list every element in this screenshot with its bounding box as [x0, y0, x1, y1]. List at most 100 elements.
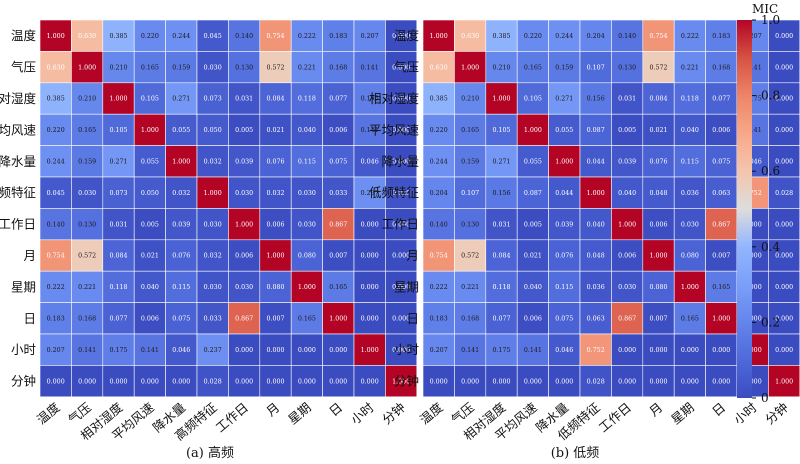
heatmap-cell [454, 82, 487, 115]
heatmap-cell-value: 0.140 [235, 33, 253, 40]
heatmap-cell-value: 0.039 [235, 159, 253, 166]
heatmap-cell-value: 0.046 [361, 159, 379, 166]
heatmap-cell-value: 0.048 [649, 190, 667, 197]
row-label: 温度 [11, 28, 37, 43]
heatmap-cell-value: 0.000 [109, 378, 127, 385]
column-label: 月 [263, 400, 282, 420]
heatmap-cell [165, 302, 198, 335]
colorbar-gradient [737, 20, 752, 398]
heatmap-cell-value: 0.156 [492, 190, 510, 197]
row-label: 工作日 [381, 217, 419, 232]
heatmap-cell-value: 0.039 [618, 159, 636, 166]
heatmap-cell-value: 0.572 [461, 253, 479, 260]
heatmap-cell-value: 0.118 [492, 284, 510, 291]
heatmap-cell-value: 0.000 [172, 378, 190, 385]
heatmap-cell-value: 0.055 [524, 159, 542, 166]
heatmap-cell-value: 0.044 [555, 190, 573, 197]
heatmap-cell-value: 0.006 [329, 127, 347, 134]
heatmap-cell [611, 239, 644, 272]
heatmap-cell [196, 145, 229, 178]
heatmap-cell-value: 0.031 [492, 221, 510, 228]
heatmap-cell-value: 0.271 [172, 96, 190, 103]
heatmap-cell-value: 0.752 [744, 190, 762, 197]
heatmap-cell-value: 0.000 [461, 378, 479, 385]
heatmap-cell-value: 0.087 [587, 127, 605, 134]
heatmap-cell [322, 333, 355, 366]
heatmap-cell [705, 239, 738, 272]
heatmap-cell-value: 0.754 [430, 253, 448, 260]
heatmap-cell-value: 0.207 [430, 347, 448, 354]
heatmap-cell [705, 208, 738, 241]
heatmap-cell-value: 0.036 [681, 190, 699, 197]
heatmap-cell-value: 0.271 [109, 159, 127, 166]
heatmap-cell-value: 1.000 [681, 284, 699, 291]
heatmap-cell-value: 0.046 [555, 347, 573, 354]
heatmap-cell-value: 0.036 [587, 284, 605, 291]
heatmap-cell-value: 0.572 [78, 253, 96, 260]
heatmap-cell-value: 0.385 [109, 33, 127, 40]
heatmap-cell-value: 0.385 [47, 96, 65, 103]
heatmap-cell-value: 0.075 [329, 159, 347, 166]
row-label: 分钟 [394, 374, 419, 389]
heatmap-cell-value: 0.141 [524, 347, 542, 354]
heatmap-cell-value: 0.030 [204, 221, 222, 228]
heatmap-cell-value: 1.000 [141, 127, 159, 134]
heatmap-cell [673, 145, 706, 178]
heatmap-cell [228, 333, 261, 366]
heatmap-cell [673, 176, 706, 209]
heatmap-cell-value: 0.210 [461, 96, 479, 103]
heatmap-cell-value: 0.159 [78, 159, 96, 166]
heatmap-cell [259, 145, 292, 178]
heatmap-cell-value: 0.105 [141, 96, 159, 103]
heatmap-cell-value: 0.115 [172, 284, 190, 291]
heatmap-cell-value: 1.000 [524, 127, 542, 134]
heatmap-cell-value: 0.000 [618, 378, 636, 385]
heatmap-cell-value: 0.040 [524, 284, 542, 291]
row-label: 小时 [11, 342, 37, 357]
heatmap-cell-value: 1.000 [329, 316, 347, 323]
heatmap-cell-value: 0.105 [492, 127, 510, 134]
heatmap-cell-value: 0.005 [618, 127, 636, 134]
heatmap-cell [259, 270, 292, 303]
row-label: 星期 [394, 279, 419, 294]
heatmap-cell [548, 208, 581, 241]
heatmap-cell [165, 239, 198, 272]
heatmap-cell [228, 239, 261, 272]
heatmap-cell-value: 0.040 [681, 127, 699, 134]
heatmap-cell [353, 239, 386, 272]
heatmap-cell [673, 113, 706, 146]
heatmap-cell [102, 270, 135, 303]
heatmap-cell-value: 0.130 [461, 221, 479, 228]
row-label: 平均风速 [369, 122, 420, 137]
heatmap-cell-value: 0.000 [392, 96, 410, 103]
heatmap-cell [71, 333, 104, 366]
heatmap-cell [71, 365, 104, 398]
heatmap-cell-value: 0.039 [172, 221, 190, 228]
heatmap-cell-value: 0.105 [109, 127, 127, 134]
colorbar-tick-label: 0.2 [761, 315, 780, 329]
heatmap-cell-value: 0.000 [141, 378, 159, 385]
heatmap-cell-value: 0.005 [141, 221, 159, 228]
heatmap-cell-value: 0.080 [681, 253, 699, 260]
heatmap-cell-value: 0.168 [712, 64, 730, 71]
heatmap-cell [165, 51, 198, 84]
heatmap-cell-value: 0.130 [78, 221, 96, 228]
heatmap-cell-value: 0.040 [618, 190, 636, 197]
heatmap-cell [102, 145, 135, 178]
heatmap-cell-value: 0.000 [555, 378, 573, 385]
row-label: 星期 [11, 279, 36, 294]
colorbar-ticks: 0 0.2 0.4 0.6 0.8 1.0 [752, 13, 780, 405]
heatmap-cell [39, 365, 72, 398]
heatmap-cell-value: 0.168 [461, 316, 479, 323]
heatmap-cell-value: 0.000 [744, 378, 762, 385]
heatmap-cell [39, 270, 72, 303]
heatmap-cell [485, 176, 518, 209]
heatmap-cell-value: 0.032 [172, 190, 190, 197]
heatmap-cell [228, 208, 261, 241]
heatmap-cell-value: 0.867 [329, 221, 347, 228]
heatmap-cell-value: 0.156 [587, 96, 605, 103]
heatmap-cell-value: 0.165 [329, 284, 347, 291]
heatmap-cell [102, 113, 135, 146]
heatmap-cell-value: 0.207 [744, 33, 762, 40]
row-label: 气压 [394, 60, 419, 75]
